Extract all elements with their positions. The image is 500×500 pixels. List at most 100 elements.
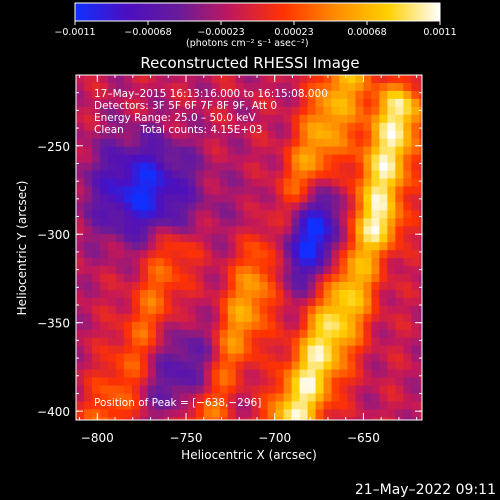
heatmap-cell: [331, 178, 341, 188]
heatmap-cell: [203, 138, 213, 148]
x-tick-label: −800: [81, 431, 114, 445]
heatmap-cell: [227, 186, 237, 196]
heatmap-cell: [419, 250, 422, 259]
heatmap-cell: [139, 321, 149, 331]
heatmap-cell: [83, 409, 93, 418]
heatmap-cell: [147, 98, 157, 108]
heatmap-cell: [195, 210, 205, 219]
heatmap-cell: [403, 385, 412, 395]
heatmap-cell: [219, 154, 229, 164]
heatmap-cell: [403, 178, 412, 188]
heatmap-cell: [299, 242, 309, 251]
heatmap-cell: [339, 297, 349, 307]
heatmap-cell: [195, 170, 205, 180]
heatmap-cell: [283, 122, 293, 132]
heatmap-cell: [147, 226, 157, 235]
heatmap-cell: [211, 369, 221, 379]
heatmap-cell: [331, 321, 341, 331]
heatmap-cell: [419, 202, 422, 211]
heatmap-cell: [115, 361, 125, 371]
heatmap-cell: [339, 274, 349, 283]
heatmap-cell: [411, 130, 420, 140]
heatmap-cell: [347, 329, 357, 339]
heatmap-cell: [419, 186, 422, 196]
heatmap-cell: [243, 186, 253, 196]
heatmap-cell: [195, 242, 205, 251]
heatmap-cell: [163, 369, 173, 379]
heatmap-cell: [147, 321, 157, 331]
heatmap-cell: [355, 202, 365, 211]
heatmap-cell: [243, 321, 253, 331]
heatmap-cell: [155, 282, 165, 291]
heatmap-cell: [187, 297, 197, 307]
heatmap-cell: [155, 178, 165, 188]
heatmap-cell: [411, 154, 420, 164]
heatmap-cell: [187, 162, 197, 172]
heatmap-cell: [315, 130, 325, 140]
heatmap-cell: [411, 329, 420, 339]
heatmap-cell: [124, 425, 133, 434]
heatmap-cell: [171, 409, 181, 418]
heatmap-cell: [267, 401, 277, 410]
heatmap-cell: [99, 282, 109, 291]
heatmap-cell: [347, 194, 357, 203]
heatmap-cell: [76, 393, 85, 403]
heatmap-cell: [411, 258, 420, 267]
heatmap-cell: [163, 162, 173, 172]
heatmap-cell: [131, 377, 141, 387]
heatmap-cell: [211, 98, 221, 108]
heatmap-cell: [163, 146, 173, 156]
heatmap-cell: [123, 130, 133, 140]
heatmap-cell: [363, 305, 373, 315]
heatmap-cell: [203, 234, 213, 243]
heatmap-cell: [91, 345, 101, 355]
heatmap-cell: [387, 154, 396, 164]
heatmap-cell: [203, 289, 213, 299]
heatmap-cell: [323, 162, 333, 172]
heatmap-cell: [411, 75, 420, 84]
heatmap-cell: [91, 297, 101, 307]
heatmap-cell: [139, 234, 149, 243]
heatmap-cell: [267, 297, 277, 307]
heatmap-cell: [379, 138, 388, 148]
heatmap-cell: [395, 98, 404, 108]
heatmap-cell: [395, 329, 404, 339]
heatmap-cell: [187, 313, 197, 323]
heatmap-cell: [291, 82, 301, 92]
heatmap-cell: [243, 369, 253, 379]
heatmap-cell: [91, 98, 101, 108]
heatmap-cell: [171, 369, 181, 379]
heatmap-cell: [379, 353, 388, 363]
heatmap-cell: [299, 130, 309, 140]
heatmap-cell: [371, 186, 381, 196]
heatmap-cell: [299, 234, 309, 243]
heatmap-cell: [371, 226, 381, 235]
heatmap-cell: [211, 282, 221, 291]
heatmap-cell: [187, 258, 197, 267]
heatmap-cell: [211, 234, 221, 243]
heatmap-cell: [355, 90, 365, 100]
heatmap-cell: [179, 282, 189, 291]
heatmap-cell: [203, 353, 213, 363]
heatmap-cell: [83, 218, 93, 227]
heatmap-cell: [299, 202, 309, 211]
heatmap-cell: [187, 170, 197, 180]
heatmap-cell: [387, 194, 396, 203]
heatmap-cell: [195, 226, 205, 235]
heatmap-cell: [219, 393, 229, 403]
heatmap-cell: [147, 202, 157, 211]
heatmap-cell: [91, 337, 101, 347]
heatmap-cell: [211, 313, 221, 323]
heatmap-cell: [115, 313, 125, 323]
heatmap-cell: [147, 194, 157, 203]
heatmap-cell: [307, 393, 317, 403]
heatmap-cell: [251, 274, 261, 283]
heatmap-cell: [99, 242, 109, 251]
heatmap-cell: [339, 226, 349, 235]
heatmap-cell: [211, 266, 221, 275]
heatmap-cell: [307, 242, 317, 251]
heatmap-cell: [347, 258, 357, 267]
heatmap-cell: [99, 417, 109, 420]
heatmap-cell: [163, 82, 173, 92]
heatmap-cell: [323, 337, 333, 347]
